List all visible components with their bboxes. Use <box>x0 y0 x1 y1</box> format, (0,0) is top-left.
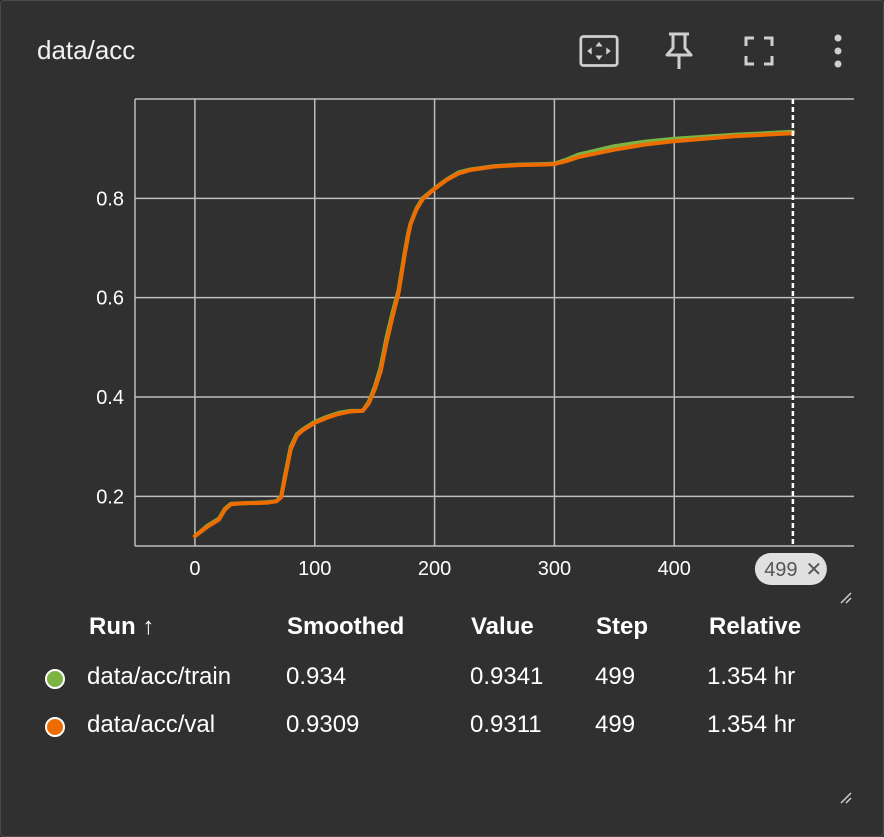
smoothed-value: 0.934 <box>286 663 347 690</box>
x-tick-label: 0 <box>189 558 200 580</box>
run-name: data/acc/val <box>87 711 216 738</box>
x-tick-label: 300 <box>538 558 571 580</box>
column-header-relative[interactable]: Relative <box>709 613 802 640</box>
pin-button[interactable] <box>659 31 699 71</box>
step-cursor-label: 499 <box>764 559 797 581</box>
fit-domain-icon <box>579 35 619 67</box>
series-color-dot <box>45 669 65 689</box>
step-value: 499 <box>595 663 636 690</box>
resize-handle-icon[interactable] <box>839 791 853 805</box>
relative-time: 1.354 hr <box>707 711 796 738</box>
column-header-smoothed[interactable]: Smoothed <box>287 613 405 640</box>
column-header-run[interactable]: Run ↑ <box>89 613 155 640</box>
x-tick-label: 200 <box>418 558 451 580</box>
resize-handle-icon[interactable] <box>839 591 853 605</box>
line-chart[interactable]: 499 ✕ 0 100 200 300 400 0.2 0.4 0.6 0.8 <box>1 1 883 611</box>
column-header-value[interactable]: Value <box>471 613 534 640</box>
series-line <box>192 131 795 539</box>
x-tick-label: 100 <box>298 558 331 580</box>
x-tick-label: 400 <box>658 558 691 580</box>
raw-value: 0.9311 <box>470 711 542 738</box>
more-vert-icon <box>834 34 842 68</box>
smoothed-value: 0.9309 <box>286 711 360 738</box>
table-row[interactable]: data/acc/train 0.934 0.9341 499 1.354 hr <box>31 657 851 697</box>
step-value: 499 <box>595 711 636 738</box>
fullscreen-icon <box>744 36 774 66</box>
y-tick-label: 0.6 <box>96 288 124 310</box>
raw-value: 0.9341 <box>470 663 544 690</box>
pin-icon <box>665 32 693 69</box>
run-name: data/acc/train <box>87 663 232 690</box>
series-color-dot <box>45 717 65 737</box>
y-tick-label: 0.8 <box>96 188 124 210</box>
y-tick-label: 0.4 <box>96 387 124 409</box>
table-row[interactable]: data/acc/val 0.9309 0.9311 499 1.354 hr <box>31 705 851 745</box>
fit-domain-button[interactable] <box>579 31 619 71</box>
fullscreen-button[interactable] <box>739 31 779 71</box>
more-options-button[interactable] <box>818 31 858 71</box>
relative-time: 1.354 hr <box>707 663 796 690</box>
card-title: data/acc <box>37 35 136 65</box>
step-cursor-chip <box>754 553 827 585</box>
y-tick-label: 0.2 <box>96 486 124 508</box>
close-icon[interactable]: ✕ <box>806 559 823 581</box>
column-header-step[interactable]: Step <box>596 613 649 640</box>
